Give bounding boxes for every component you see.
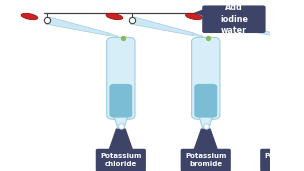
- Polygon shape: [194, 9, 204, 16]
- Ellipse shape: [185, 13, 202, 20]
- Text: Potassium
chloride: Potassium chloride: [100, 153, 141, 167]
- Polygon shape: [109, 128, 133, 149]
- Polygon shape: [273, 128, 297, 149]
- FancyBboxPatch shape: [181, 149, 231, 171]
- Polygon shape: [272, 33, 283, 37]
- Ellipse shape: [21, 13, 38, 20]
- Text: Potassium
bromide: Potassium bromide: [185, 153, 226, 167]
- Text: Potassium
iodide: Potassium iodide: [264, 153, 304, 167]
- Polygon shape: [130, 17, 194, 35]
- Polygon shape: [192, 33, 203, 37]
- Polygon shape: [278, 115, 292, 128]
- Text: Add
iodine
water: Add iodine water: [220, 3, 248, 35]
- FancyBboxPatch shape: [260, 149, 304, 171]
- Polygon shape: [45, 17, 109, 35]
- FancyBboxPatch shape: [96, 149, 146, 171]
- Polygon shape: [107, 33, 118, 37]
- Polygon shape: [114, 115, 128, 128]
- FancyBboxPatch shape: [274, 84, 297, 118]
- FancyBboxPatch shape: [192, 37, 220, 119]
- FancyBboxPatch shape: [202, 5, 266, 33]
- FancyBboxPatch shape: [109, 84, 132, 118]
- FancyBboxPatch shape: [107, 37, 135, 119]
- Polygon shape: [210, 17, 273, 35]
- Polygon shape: [194, 128, 218, 149]
- FancyBboxPatch shape: [194, 84, 217, 118]
- Ellipse shape: [106, 13, 123, 20]
- FancyBboxPatch shape: [271, 37, 299, 119]
- Polygon shape: [199, 115, 213, 128]
